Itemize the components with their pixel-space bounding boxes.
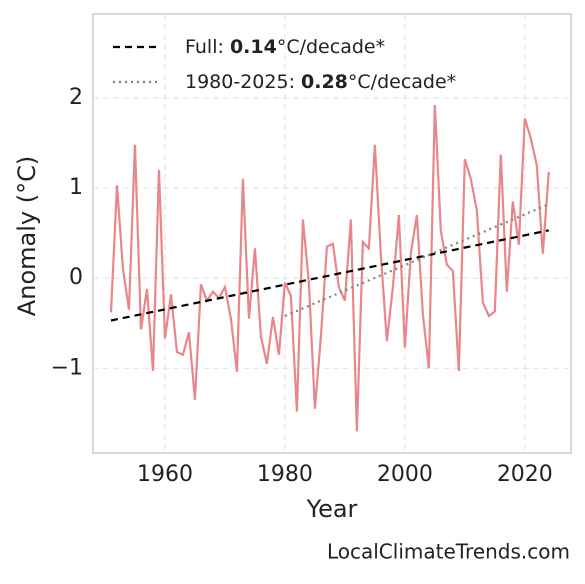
y-tick-label: 0: [69, 265, 83, 290]
x-tick-label: 2000: [377, 462, 433, 487]
legend-label: Full: 0.14°C/decade*: [185, 36, 385, 58]
y-tick-label: −1: [51, 355, 83, 380]
x-tick-label: 1980: [257, 462, 313, 487]
x-tick-label: 2020: [497, 462, 553, 487]
x-axis-label: Year: [306, 495, 358, 523]
x-tick-label: 1960: [137, 462, 193, 487]
plot-frame: [92, 13, 572, 454]
line: [109, 104, 550, 432]
y-axis-label: Anomaly (°C): [13, 156, 41, 316]
line: [110, 229, 550, 322]
watermark: LocalClimateTrends.com: [327, 540, 570, 564]
y-tick-label: 1: [69, 175, 83, 200]
legend-label: 1980-2025: 0.28°C/decade*: [185, 71, 456, 93]
y-tick-label: 2: [69, 85, 83, 110]
